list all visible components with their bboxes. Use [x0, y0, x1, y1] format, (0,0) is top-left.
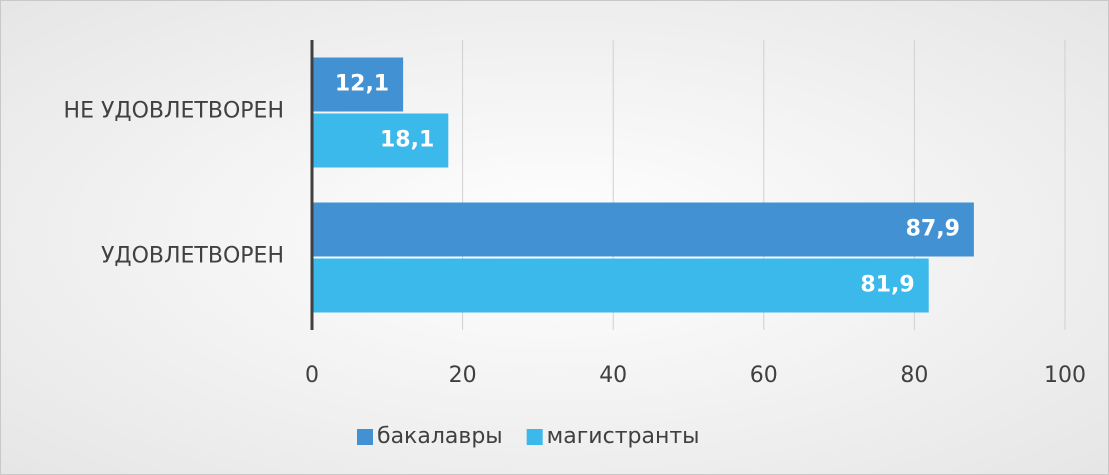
bar	[312, 57, 404, 112]
legend-label: магистранты	[547, 424, 700, 449]
legend-label: бакалавры	[377, 424, 503, 449]
bar	[312, 258, 929, 313]
data-label: 87,9	[906, 217, 960, 242]
x-tick-label: 100	[1044, 363, 1086, 388]
x-tick-label: 20	[449, 363, 477, 388]
legend-swatch	[526, 429, 543, 445]
data-label: 81,9	[860, 273, 914, 298]
x-tick-label: 0	[305, 363, 319, 388]
data-label: 18,1	[380, 128, 434, 153]
legend-swatch	[357, 429, 373, 445]
bar	[312, 202, 974, 257]
x-tick-label: 60	[750, 363, 778, 388]
x-tick-label: 40	[599, 363, 627, 388]
y-tick-label: НЕ УДОВЛЕТВОРЕН	[64, 99, 284, 124]
data-label: 12,1	[335, 72, 389, 97]
bar	[312, 113, 449, 168]
x-tick-label: 80	[900, 363, 928, 388]
y-tick-label: УДОВЛЕТВОРЕН	[101, 244, 284, 269]
